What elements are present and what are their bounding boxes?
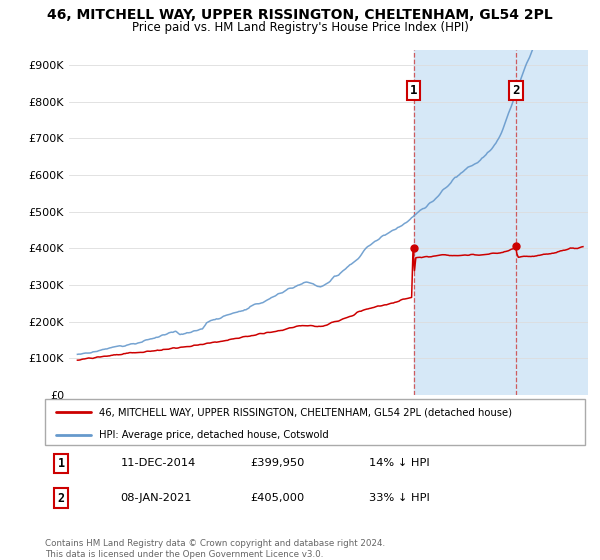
Text: 33% ↓ HPI: 33% ↓ HPI [369, 493, 430, 503]
Text: 2: 2 [58, 492, 65, 505]
Text: HPI: Average price, detached house, Cotswold: HPI: Average price, detached house, Cots… [99, 430, 329, 440]
Text: 11-DEC-2014: 11-DEC-2014 [121, 459, 196, 469]
Bar [413, 50, 596, 395]
Text: £405,000: £405,000 [250, 493, 304, 503]
Text: 1: 1 [410, 84, 418, 97]
Text: 2: 2 [512, 84, 520, 97]
FancyBboxPatch shape [45, 399, 585, 445]
Text: Contains HM Land Registry data © Crown copyright and database right 2024.
This d: Contains HM Land Registry data © Crown c… [45, 539, 385, 559]
Text: 14% ↓ HPI: 14% ↓ HPI [369, 459, 430, 469]
Text: 46, MITCHELL WAY, UPPER RISSINGTON, CHELTENHAM, GL54 2PL: 46, MITCHELL WAY, UPPER RISSINGTON, CHEL… [47, 8, 553, 22]
Text: £399,950: £399,950 [250, 459, 305, 469]
Text: 1: 1 [58, 457, 65, 470]
Text: Price paid vs. HM Land Registry's House Price Index (HPI): Price paid vs. HM Land Registry's House … [131, 21, 469, 34]
Text: 08-JAN-2021: 08-JAN-2021 [121, 493, 192, 503]
Text: 46, MITCHELL WAY, UPPER RISSINGTON, CHELTENHAM, GL54 2PL (detached house): 46, MITCHELL WAY, UPPER RISSINGTON, CHEL… [99, 407, 512, 417]
